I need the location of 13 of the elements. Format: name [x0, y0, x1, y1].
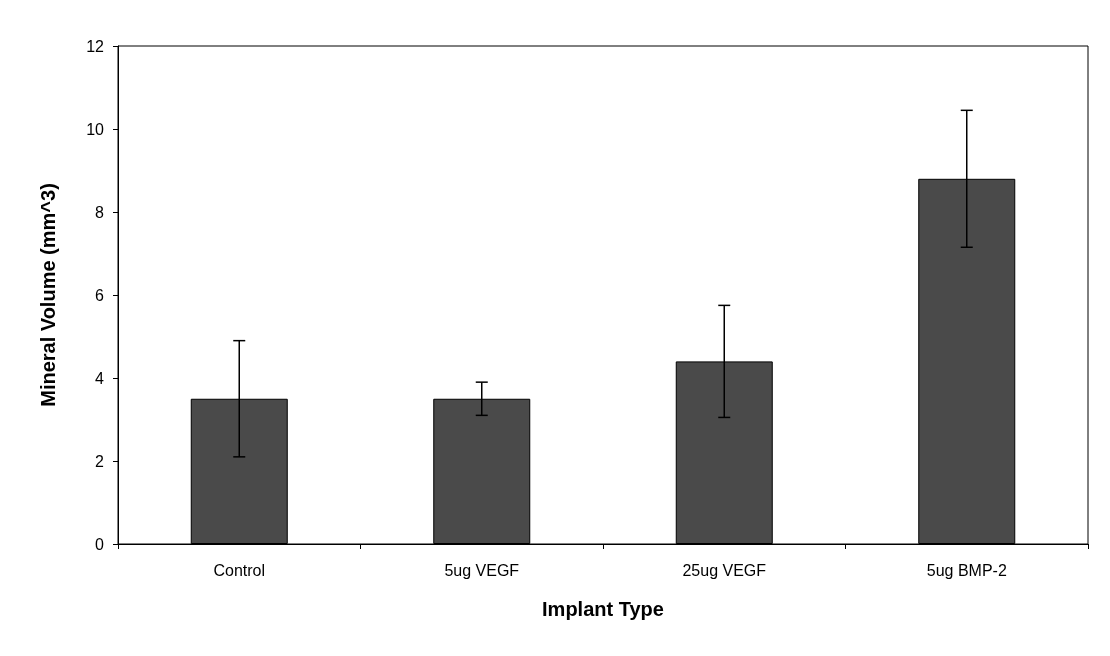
y-tick-label: 8: [95, 203, 105, 221]
y-tick-label: 6: [95, 286, 105, 304]
y-tick-label: 12: [86, 37, 105, 55]
y-tick-label: 2: [95, 452, 105, 470]
y-tick-label: 4: [95, 369, 105, 387]
x-tick-label: 5ug BMP-2: [926, 561, 1007, 579]
y-tick-label: 0: [95, 535, 105, 553]
x-tick-label: 25ug VEGF: [682, 561, 767, 579]
y-tick-label: 10: [86, 120, 105, 138]
y-axis-title: Mineral Volume (mm^3): [37, 183, 59, 407]
x-tick-label: Control: [213, 561, 266, 579]
x-axis-title: Implant Type: [542, 598, 664, 620]
x-tick-label: 5ug VEGF: [444, 561, 520, 579]
